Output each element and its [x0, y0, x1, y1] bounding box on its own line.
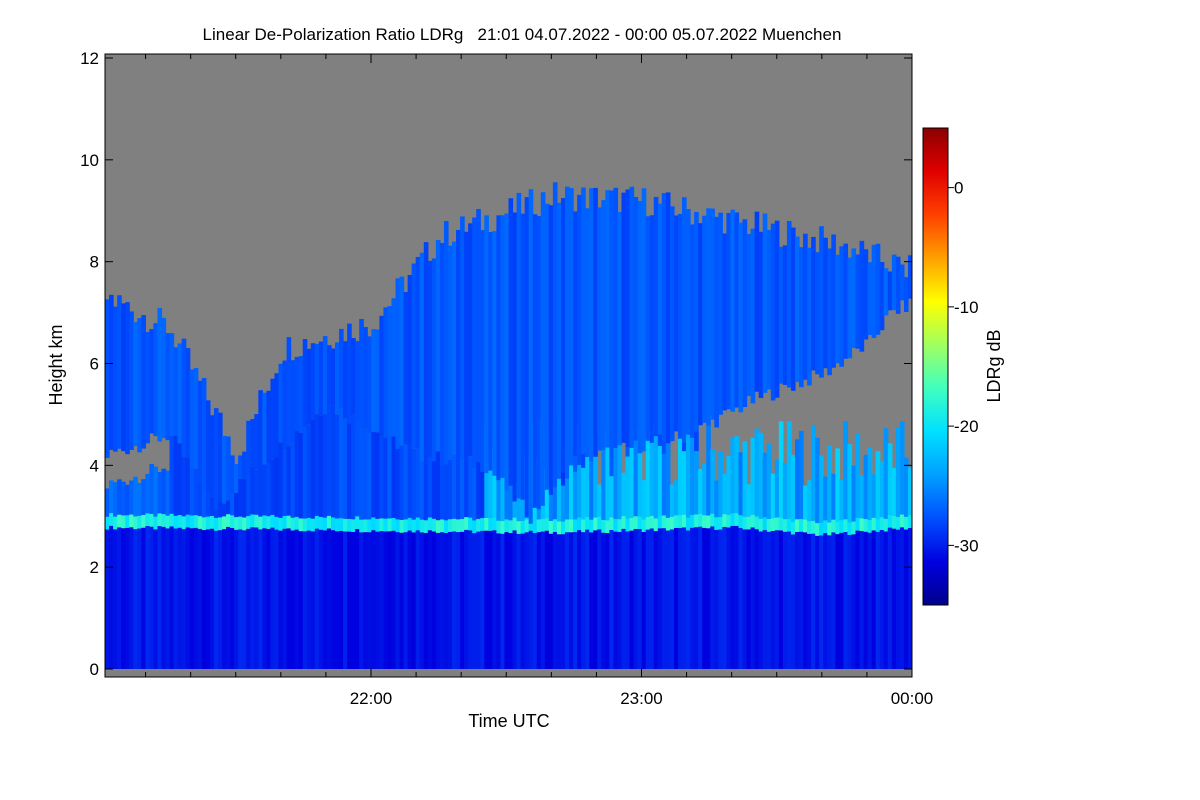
y-tick-label: 6: [90, 355, 99, 374]
colorbar-ticks: 0 -10 -20 -30: [948, 179, 979, 555]
y-tick-label: 8: [90, 253, 99, 272]
heatmap-layer: [105, 182, 912, 669]
x-axis: 22:00 23:00 00:00: [145, 54, 934, 708]
chart-title: Linear De-Polarization Ratio LDRg 21:01 …: [203, 25, 842, 44]
colorbar-tick-label: -30: [954, 536, 979, 555]
y-tick-label: 10: [80, 151, 99, 170]
y-tick-label: 0: [90, 660, 99, 679]
y-tick-label: 12: [80, 49, 99, 68]
plot-area: [105, 54, 912, 677]
x-tick-label: 22:00: [350, 689, 393, 708]
colorbar: 0 -10 -20 -30 LDRg dB: [922, 127, 1004, 606]
colorbar-label: LDRg dB: [984, 329, 1004, 402]
colorbar-gradient: [922, 127, 949, 606]
y-axis: 0 2 4 6 8 10 12: [80, 49, 912, 679]
colorbar-tick-label: -20: [954, 417, 979, 436]
plot-frame: [104, 53, 913, 678]
y-axis-label: Height km: [46, 324, 66, 405]
y-tick-label: 4: [90, 456, 99, 475]
colorbar-tick-label: -10: [954, 298, 979, 317]
x-axis-label: Time UTC: [468, 711, 549, 731]
colorbar-tick-label: 0: [954, 179, 963, 198]
y-tick-label: 2: [90, 558, 99, 577]
x-tick-label: 23:00: [620, 689, 663, 708]
x-tick-label: 00:00: [891, 689, 934, 708]
